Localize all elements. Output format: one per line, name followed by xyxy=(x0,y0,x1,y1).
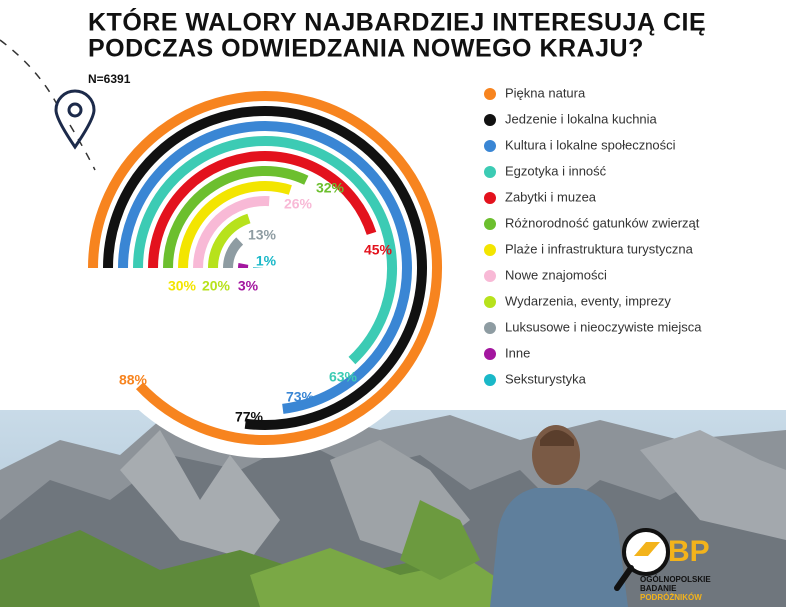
legend-marker xyxy=(484,270,496,282)
legend-marker xyxy=(484,244,496,256)
legend-label: Nowe znajomości xyxy=(505,267,607,282)
legend-marker xyxy=(484,296,496,308)
legend-label: Luksusowe i nieoczywiste miejsca xyxy=(505,319,702,334)
chart-subtitle: N=6391 xyxy=(88,72,131,86)
legend-label: Wydarzenia, eventy, imprezy xyxy=(505,293,671,308)
value-label: 20% xyxy=(202,278,231,294)
legend-marker xyxy=(484,192,496,204)
value-label: 26% xyxy=(284,196,313,212)
logo: BP OGÓLNOPOLSKIE BADANIE PODRÓŻNIKÓW xyxy=(614,528,711,602)
background-photo xyxy=(0,410,786,607)
ring-bar xyxy=(133,136,397,365)
chart-backdrop xyxy=(75,78,455,458)
logo-text: BADANIE xyxy=(640,584,677,593)
legend-label: Zabytki i muzea xyxy=(505,189,597,204)
decoration xyxy=(0,39,96,171)
value-label: 3% xyxy=(238,278,259,294)
legend-marker xyxy=(484,88,496,100)
legend-marker xyxy=(484,322,496,334)
value-label: 73% xyxy=(286,389,315,405)
legend-marker xyxy=(484,374,496,386)
legend-label: Seksturystyka xyxy=(505,371,587,386)
person xyxy=(490,425,628,607)
legend-marker xyxy=(484,218,496,230)
rings: 88% 77% 73% 63% 45% 32% 30% 26% 20% 13% 3% 1% xyxy=(88,91,442,445)
ring-bar xyxy=(148,151,377,269)
chart-title: KTÓRE WALORY NAJBARDZIEJ INTERESUJĄ CIĘ xyxy=(88,7,706,37)
value-label: 63% xyxy=(329,369,358,385)
value-label: 13% xyxy=(248,227,277,243)
chart-title: PODCZAS ODWIEDZANIA NOWEGO KRAJU? xyxy=(88,35,644,63)
ring-bar xyxy=(163,166,309,269)
logo-text: OGÓLNOPOLSKIE xyxy=(640,575,711,584)
legend-label: Jedzenie i lokalna kuchnia xyxy=(505,111,658,126)
ring-bar xyxy=(208,213,251,269)
legend-marker xyxy=(484,166,496,178)
logo-text: PODRÓŻNIKÓW xyxy=(640,593,702,602)
legend-label: Plaże i infrastruktura turystyczna xyxy=(505,241,694,256)
ring-bar xyxy=(118,121,412,414)
value-label: 32% xyxy=(316,180,345,196)
ring-bar xyxy=(103,106,427,430)
ring-bar xyxy=(178,181,292,269)
legend-label: Kultura i lokalne społeczności xyxy=(505,137,676,152)
legend-marker xyxy=(484,140,496,152)
legend-label: Egzotyka i inność xyxy=(505,163,607,178)
legend: Piękna natura Jedzenie i lokalna kuchnia K… xyxy=(484,85,702,386)
ring-bar xyxy=(88,91,442,445)
value-label: 1% xyxy=(256,253,277,269)
legend-label: Różnorodność gatunków zwierząt xyxy=(505,215,700,230)
legend-marker xyxy=(484,114,496,126)
legend-marker xyxy=(484,348,496,360)
legend-label: Piękna natura xyxy=(505,85,586,100)
legend-label: Inne xyxy=(505,345,530,360)
ring-bar xyxy=(193,196,270,269)
logo-mark: BP xyxy=(668,535,710,568)
ring-bar xyxy=(223,237,244,269)
value-label: 88% xyxy=(119,372,148,388)
value-label: 30% xyxy=(168,278,197,294)
value-label: 45% xyxy=(364,242,393,258)
value-label: 77% xyxy=(235,409,264,425)
